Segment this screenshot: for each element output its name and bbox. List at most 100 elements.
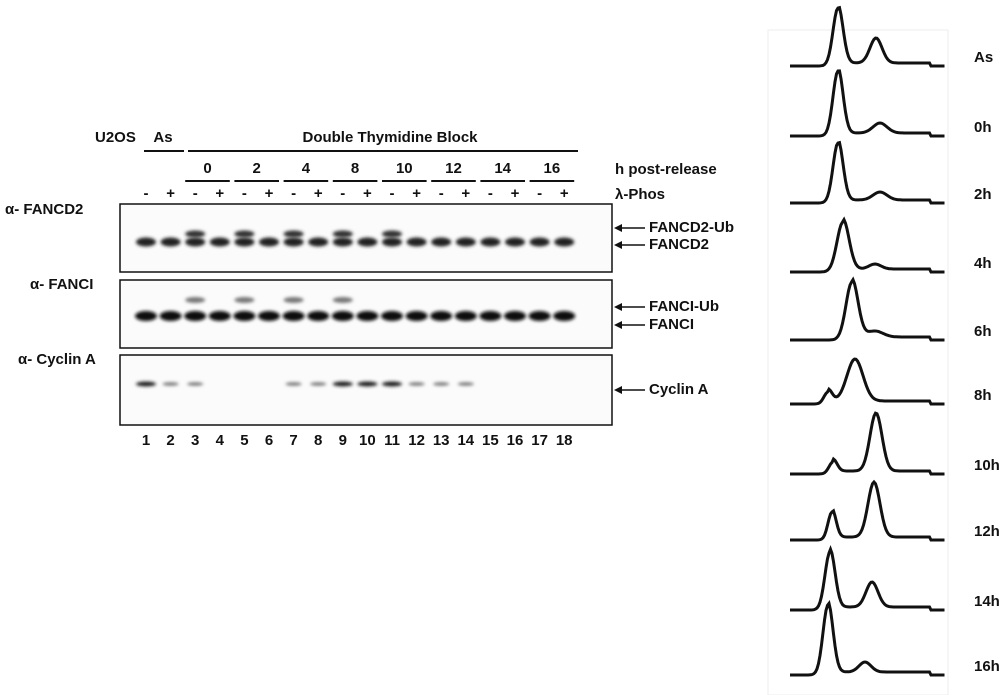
lane-number: 14 [457, 432, 474, 449]
band [505, 237, 525, 247]
lane-number: 2 [166, 432, 174, 449]
band [308, 237, 329, 247]
flow-histogram [790, 216, 945, 274]
band [234, 230, 255, 238]
band [332, 381, 353, 387]
band [208, 311, 231, 321]
arrow-head [614, 224, 622, 232]
treatment-sign: + [511, 185, 520, 202]
treatment-sign: + [412, 185, 421, 202]
band [454, 311, 477, 321]
band [457, 382, 474, 386]
flow-label: 12h [974, 523, 1000, 540]
flow-histogram [790, 140, 945, 205]
lane-number: 15 [482, 432, 499, 449]
band [233, 311, 256, 321]
treatment-sign: - [537, 185, 542, 202]
treatment-sign: - [439, 185, 444, 202]
block-label: Double Thymidine Block [302, 129, 478, 146]
treatment-sign: + [461, 185, 470, 202]
band-label: Cyclin A [649, 381, 709, 398]
antibody-label: α- FANCD2 [5, 201, 83, 218]
band [356, 311, 379, 321]
lane-number: 9 [339, 432, 347, 449]
band [332, 237, 353, 247]
band [332, 297, 353, 303]
band [283, 237, 304, 247]
lane-number: 7 [289, 432, 297, 449]
band [136, 381, 156, 387]
band [136, 237, 156, 247]
time-label: 12 [445, 160, 462, 177]
time-label: 2 [253, 160, 261, 177]
band [162, 382, 179, 386]
arrow-head [614, 303, 622, 311]
flow-histogram [790, 69, 945, 138]
band [382, 237, 402, 247]
treatment-sign: - [340, 185, 345, 202]
flow-label: 10h [974, 457, 1000, 474]
band-label: FANCD2-Ub [649, 219, 734, 236]
arrow-head [614, 386, 622, 394]
band [159, 311, 182, 321]
lane-number: 18 [556, 432, 573, 449]
band-label: FANCI [649, 316, 694, 333]
band [455, 237, 476, 247]
band [307, 311, 330, 321]
lane-number: 1 [142, 432, 150, 449]
band [357, 381, 378, 387]
lane-number: 11 [384, 432, 400, 449]
treatment-sign: - [242, 185, 247, 202]
lane-number: 5 [240, 432, 248, 449]
band [160, 237, 181, 247]
lane-number: 3 [191, 432, 199, 449]
band [528, 311, 551, 321]
band [406, 237, 427, 247]
flow-histogram [790, 599, 945, 677]
flow-histogram [790, 411, 945, 476]
band-label: FANCI-Ub [649, 298, 719, 315]
band [405, 311, 428, 321]
time-label: 14 [494, 160, 511, 177]
flow-histogram [790, 479, 945, 542]
band [282, 311, 305, 321]
cell-line: U2OS [95, 129, 136, 146]
arrow-head [614, 241, 622, 249]
band [479, 311, 502, 321]
band [259, 237, 279, 247]
band [185, 297, 206, 303]
band [283, 230, 304, 238]
antibody-label: α- FANCI [30, 276, 93, 293]
lane-number: 17 [531, 432, 548, 449]
band [331, 311, 354, 321]
treatment-sign: + [166, 185, 175, 202]
flow-histogram [790, 5, 945, 68]
treatment-sign: - [193, 185, 198, 202]
lane-number: 12 [408, 432, 425, 449]
treatment-sign: + [215, 185, 224, 202]
band [408, 382, 425, 386]
flow-label: 8h [974, 387, 992, 404]
antibody-label: α- Cyclin A [18, 351, 96, 368]
lane-number: 8 [314, 432, 322, 449]
band [285, 382, 302, 386]
band [234, 297, 255, 303]
time-row-label: h post-release [615, 161, 717, 178]
band [554, 237, 575, 247]
band [357, 237, 378, 247]
band [431, 237, 452, 247]
flow-histogram [790, 276, 945, 342]
flow-label: As [974, 49, 993, 66]
band [310, 382, 327, 386]
band [382, 230, 402, 238]
band [283, 297, 304, 303]
flow-label: 6h [974, 323, 992, 340]
lane-number: 6 [265, 432, 273, 449]
flow-histogram [790, 545, 945, 612]
time-label: 8 [351, 160, 359, 177]
flow-label: 14h [974, 593, 1000, 610]
band [553, 311, 576, 321]
treatment-sign: - [488, 185, 493, 202]
band-label: FANCD2 [649, 236, 709, 253]
